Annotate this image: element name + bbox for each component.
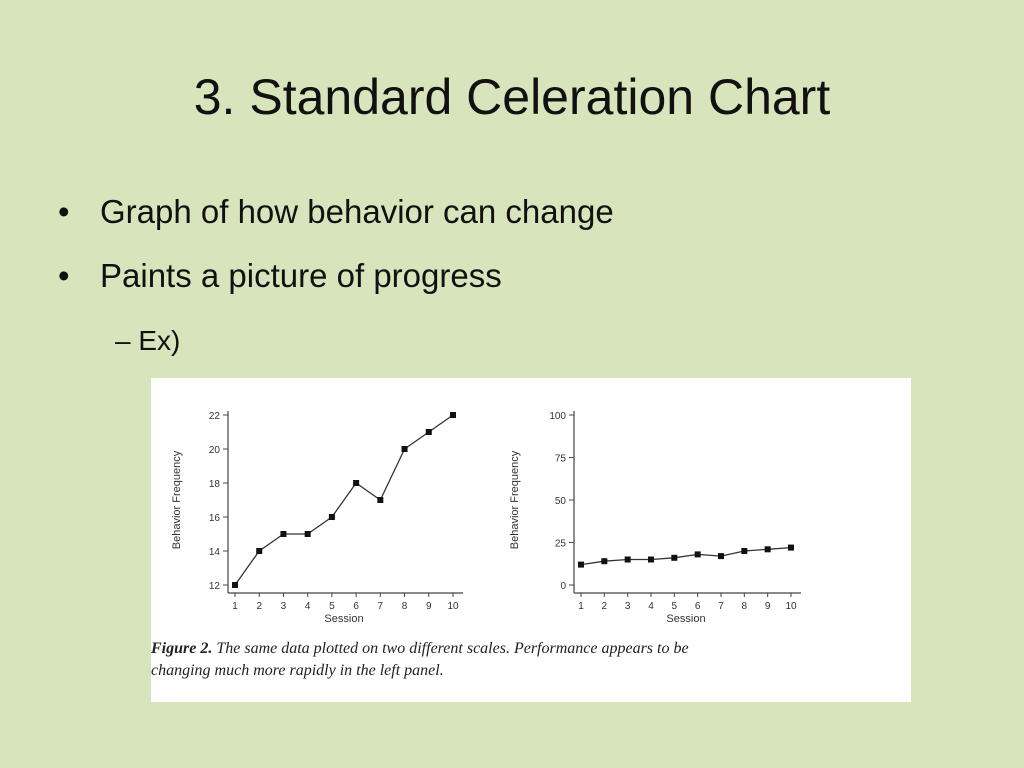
- x-tick-label: 6: [353, 601, 359, 612]
- figure-caption: Figure 2. The same data plotted on two d…: [151, 638, 911, 682]
- data-point: [741, 548, 748, 554]
- data-point: [578, 561, 584, 568]
- data-point: [232, 582, 238, 588]
- x-tick-label: 5: [329, 601, 335, 612]
- sub-bullet-text: Ex): [138, 325, 181, 356]
- x-tick-label: 1: [232, 601, 238, 612]
- bullet-marker: •: [58, 257, 70, 294]
- x-tick-label: 4: [305, 601, 311, 612]
- x-tick-label: 6: [695, 601, 701, 612]
- bullet-text: Paints a picture of progress: [100, 257, 502, 294]
- caption-line-1: The same data plotted on two different s…: [216, 640, 689, 657]
- data-point: [401, 446, 408, 452]
- x-axis-title: Session: [324, 613, 363, 625]
- data-point: [304, 531, 311, 537]
- x-tick-label: 10: [785, 601, 797, 612]
- y-tick-label: 25: [555, 539, 567, 550]
- x-tick-label: 8: [742, 601, 748, 612]
- data-point: [256, 548, 263, 554]
- y-tick-label: 75: [555, 454, 567, 465]
- y-tick-label: 12: [209, 581, 221, 592]
- x-tick-label: 3: [625, 601, 631, 612]
- sub-bullet-marker: –: [115, 325, 131, 356]
- data-point: [601, 558, 608, 565]
- slide-title: 3. Standard Celeration Chart: [193, 69, 831, 125]
- bullet-item: • Paints a picture of progress: [58, 254, 614, 298]
- x-tick-label: 2: [256, 601, 262, 612]
- y-tick-label: 22: [209, 411, 221, 422]
- series-line: [234, 414, 454, 586]
- y-axis-title: Behavior Frequency: [171, 450, 183, 549]
- bullet-marker: •: [58, 193, 70, 230]
- x-tick-label: 10: [447, 601, 459, 612]
- data-point: [377, 497, 384, 503]
- data-point: [788, 544, 794, 551]
- data-point: [764, 546, 771, 553]
- y-tick-label: 16: [209, 513, 221, 524]
- data-point: [671, 554, 678, 561]
- data-point: [648, 556, 654, 563]
- caption-line-2: changing much more rapidly in the left p…: [151, 662, 444, 679]
- data-point: [353, 480, 360, 486]
- bullet-text: Graph of how behavior can change: [100, 193, 614, 230]
- bullet-list: • Graph of how behavior can change • Pai…: [58, 190, 614, 318]
- data-point: [624, 556, 631, 563]
- x-tick-label: 7: [718, 601, 724, 612]
- x-tick-label: 4: [648, 601, 654, 612]
- y-tick-label: 100: [549, 411, 566, 422]
- data-point: [280, 531, 287, 537]
- y-tick-label: 18: [209, 479, 221, 490]
- x-tick-label: 5: [672, 601, 678, 612]
- data-point: [694, 551, 701, 558]
- x-tick-label: 3: [281, 601, 287, 612]
- sub-bullet: – Ex): [115, 322, 180, 360]
- x-axis-title: Session: [666, 613, 705, 625]
- bullet-item: • Graph of how behavior can change: [58, 190, 614, 234]
- y-tick-label: 14: [209, 547, 221, 558]
- x-tick-label: 1: [578, 601, 584, 612]
- x-tick-label: 9: [426, 601, 432, 612]
- x-tick-label: 7: [378, 601, 384, 612]
- y-tick-label: 20: [209, 445, 221, 456]
- data-point: [328, 514, 335, 520]
- figure-image: 12 14 16 18 20 22 1 2 3 4 5 6 7 8 9 10 Session Behavior F…: [151, 378, 911, 702]
- x-tick-label: 9: [765, 601, 771, 612]
- data-point: [425, 429, 432, 435]
- y-axis-title: Behavior Frequency: [509, 450, 521, 549]
- figure-label: Figure 2.: [151, 640, 213, 657]
- series-line: [580, 546, 792, 566]
- data-point: [718, 553, 724, 560]
- x-tick-label: 8: [402, 601, 408, 612]
- data-point: [450, 412, 456, 418]
- y-tick-label: 0: [560, 581, 566, 592]
- x-tick-label: 2: [602, 601, 608, 612]
- y-tick-label: 50: [555, 496, 567, 507]
